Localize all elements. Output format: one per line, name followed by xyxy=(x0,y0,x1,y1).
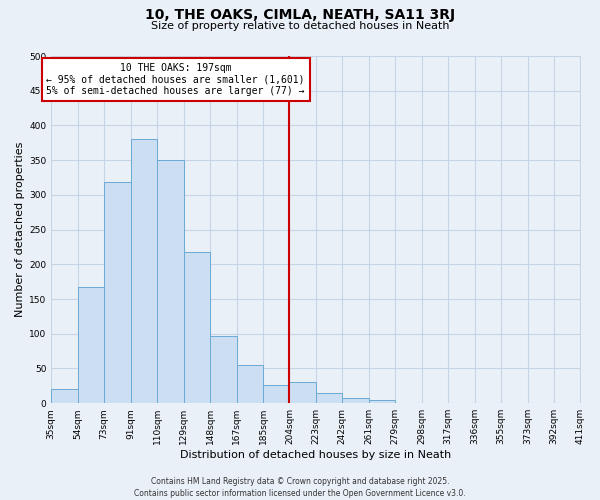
Bar xyxy=(236,365,263,403)
Bar xyxy=(131,140,157,403)
Bar xyxy=(51,390,78,403)
Bar xyxy=(78,286,104,403)
Text: 10, THE OAKS, CIMLA, NEATH, SA11 3RJ: 10, THE OAKS, CIMLA, NEATH, SA11 3RJ xyxy=(145,8,455,22)
Text: Contains HM Land Registry data © Crown copyright and database right 2025.
Contai: Contains HM Land Registry data © Crown c… xyxy=(134,476,466,498)
X-axis label: Distribution of detached houses by size in Neath: Distribution of detached houses by size … xyxy=(180,450,452,460)
Bar xyxy=(369,400,395,403)
Bar xyxy=(289,382,316,403)
Bar xyxy=(184,252,210,403)
Bar xyxy=(343,398,369,403)
Text: Size of property relative to detached houses in Neath: Size of property relative to detached ho… xyxy=(151,21,449,31)
Bar xyxy=(104,182,131,403)
Bar xyxy=(263,385,289,403)
Bar xyxy=(316,393,343,403)
Bar xyxy=(210,336,236,403)
Bar xyxy=(157,160,184,403)
Y-axis label: Number of detached properties: Number of detached properties xyxy=(15,142,25,318)
Text: 10 THE OAKS: 197sqm
← 95% of detached houses are smaller (1,601)
5% of semi-deta: 10 THE OAKS: 197sqm ← 95% of detached ho… xyxy=(46,63,305,96)
